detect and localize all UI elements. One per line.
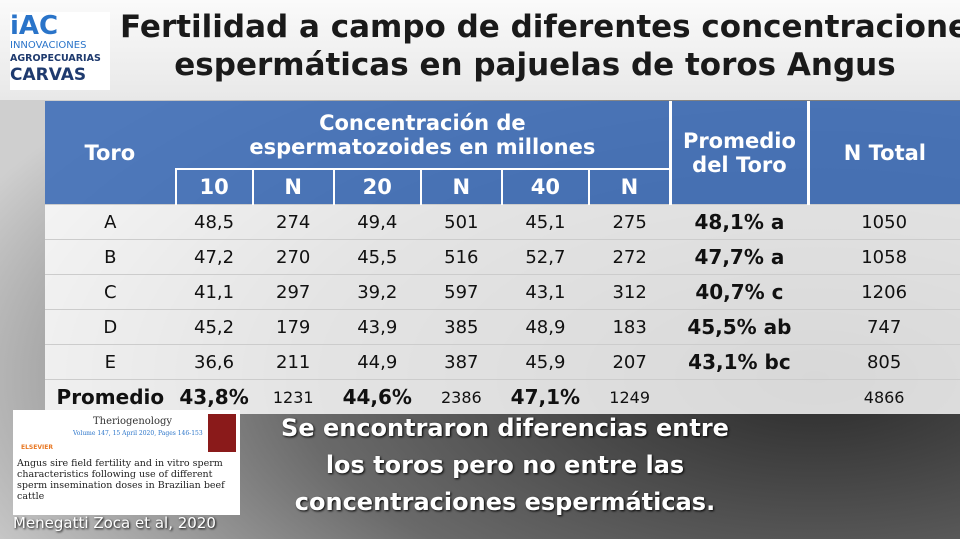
table-cell: 270	[252, 239, 334, 275]
table-cell: 207	[588, 344, 671, 380]
logo-line: INNOVACIONES	[10, 40, 87, 51]
table-cell: 45,5	[333, 239, 421, 275]
table-cell: 179	[252, 309, 334, 345]
header-cell: Concentración de espermatozoides en mill…	[175, 101, 671, 169]
header-cell: 20	[332, 168, 421, 205]
table-row: B 47,2 270 45,5 516 52,7 272 47,7% a 1058	[45, 239, 960, 275]
header-cell: N	[251, 168, 334, 205]
table-cell: 47,2	[175, 239, 253, 275]
table-cell: 4866	[808, 379, 960, 414]
table-cell: 44,9	[333, 344, 421, 380]
table-cell: 516	[420, 239, 502, 275]
header-cell: Toro	[45, 101, 176, 205]
table-cell: A	[45, 204, 176, 240]
table-row: E 36,6 211 44,9 387 45,9 207 43,1% bc 805	[45, 344, 960, 380]
table-cell: 747	[808, 309, 960, 345]
table-cell: 43,8%	[175, 379, 253, 414]
table-cell: 44,6%	[333, 379, 421, 414]
table-cell: 211	[252, 344, 334, 380]
credit: Menegatti Zoca et al, 2020	[13, 514, 216, 532]
table-cell: 183	[588, 309, 671, 345]
table-cell: 1249	[588, 379, 671, 414]
table-cell: 48,1% a	[670, 204, 809, 240]
header-cell: 10	[174, 168, 253, 205]
header-cell: N	[419, 168, 502, 205]
table-row: Promedio 43,8% 1231 44,6% 2386 47,1% 1249 4866	[45, 379, 960, 414]
table-cell: 805	[808, 344, 960, 380]
table-body: A 48,5 274 49,4 501 45,1 275 48,1% a 1050 B 47,2 27…	[45, 204, 960, 414]
publisher: ELSEVIER	[21, 444, 53, 451]
volume: Volume 147, 15 April 2020, Pages 146-153	[73, 430, 203, 437]
table-cell: 45,2	[175, 309, 253, 345]
table-cell: 1206	[808, 274, 960, 310]
table-cell: 501	[420, 204, 502, 240]
table-cell: 1231	[252, 379, 334, 414]
table-cell: 39,2	[333, 274, 421, 310]
table-row: A 48,5 274 49,4 501 45,1 275 48,1% a 1050	[45, 204, 960, 240]
table-cell: E	[45, 344, 176, 380]
table-cell: 41,1	[175, 274, 253, 310]
conclusion-line: Se encontraron diferencias entre	[281, 414, 729, 442]
header-cell: Promedio del Toro	[669, 101, 809, 205]
table-cell: 387	[420, 344, 502, 380]
title-line: espermáticas en pajuelas de toros Angus	[174, 47, 896, 83]
table-cell: 49,4	[333, 204, 421, 240]
title-band	[0, 0, 960, 100]
table-cell: 297	[252, 274, 334, 310]
header-row: Toro Concentración de espermatozoides en …	[45, 101, 960, 205]
table-cell: Promedio	[45, 379, 176, 414]
table-cell: 385	[420, 309, 502, 345]
conclusion: Se encontraron diferencias entre los tor…	[250, 410, 760, 521]
table-cell: 40,7% c	[670, 274, 809, 310]
table-row: C 41,1 297 39,2 597 43,1 312 40,7% c 1206	[45, 274, 960, 310]
conclusion-line: concentraciones espermáticas.	[294, 488, 716, 516]
title: Fertilidad a campo de diferentes concent…	[120, 8, 960, 84]
table-cell: 2386	[420, 379, 502, 414]
table-cell: 45,1	[502, 204, 589, 240]
header-row: 10 N 20 N 40 N	[45, 168, 960, 205]
journal-cover	[208, 414, 236, 452]
table-cell: 1050	[808, 204, 960, 240]
table-cell: 597	[420, 274, 502, 310]
table-cell: D	[45, 309, 176, 345]
journal: Theriogenology	[93, 416, 173, 427]
table-cell: 52,7	[502, 239, 589, 275]
table-cell: C	[45, 274, 176, 310]
table-row: D 45,2 179 43,9 385 48,9 183 45,5% ab 747	[45, 309, 960, 345]
conclusion-line: los toros pero no entre las	[325, 451, 685, 479]
header-cell: 40	[501, 168, 589, 205]
table-cell: 272	[588, 239, 671, 275]
table-cell: 43,1% bc	[670, 344, 809, 380]
table-cell: B	[45, 239, 176, 275]
logo-line: AGROPECUARIAS	[10, 53, 101, 64]
table-cell: 47,7% a	[670, 239, 809, 275]
table-cell: 43,1	[502, 274, 589, 310]
table-cell: 45,9	[502, 344, 589, 380]
header-cell: N	[587, 168, 671, 205]
table-cell: 274	[252, 204, 334, 240]
table-cell: 48,5	[175, 204, 253, 240]
title-line: Fertilidad a campo de diferentes concent…	[120, 9, 960, 45]
table-header: Toro Concentración de espermatozoides en …	[45, 101, 960, 205]
table-cell: 48,9	[502, 309, 589, 345]
table-cell: 275	[588, 204, 671, 240]
table-cell: 47,1%	[502, 379, 589, 414]
results-table: Toro Concentración de espermatozoides en …	[45, 101, 960, 414]
table-cell: 36,6	[175, 344, 253, 380]
logo-mark: iAC	[10, 11, 59, 41]
table-cell	[670, 379, 809, 414]
table-cell: 45,5% ab	[670, 309, 809, 345]
citation-card: ELSEVIER Theriogenology Volume 147, 15 A…	[13, 410, 240, 515]
header-cell: N Total	[806, 101, 960, 205]
logo-brand: CARVAS	[10, 65, 87, 85]
table-cell: 312	[588, 274, 671, 310]
article-title: Angus sire field fertility and in vitro …	[17, 458, 225, 502]
logo: iAC INNOVACIONES AGROPECUARIAS CARVAS	[10, 12, 110, 90]
table-cell: 1058	[808, 239, 960, 275]
table-cell: 43,9	[333, 309, 421, 345]
